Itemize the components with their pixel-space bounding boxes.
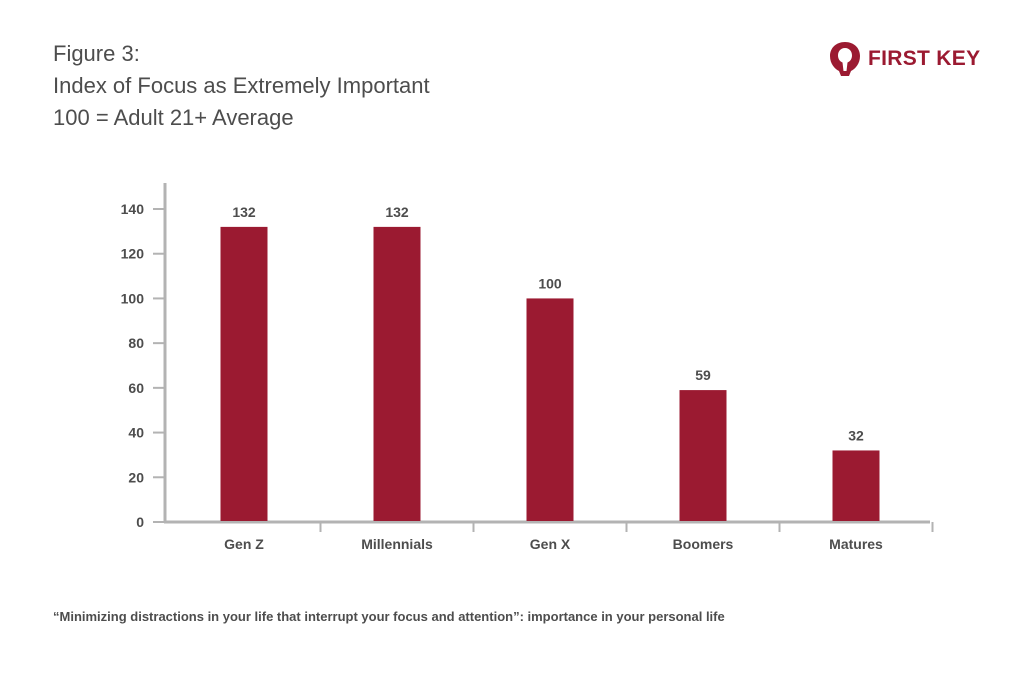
- y-tick-label: 60: [128, 380, 144, 396]
- x-tick-label: Gen X: [530, 536, 571, 552]
- data-label: 132: [385, 204, 409, 220]
- y-tick-label: 100: [121, 290, 145, 306]
- data-label: 132: [232, 204, 256, 220]
- y-tick-label: 80: [128, 335, 144, 351]
- x-tick-label: Boomers: [673, 536, 734, 552]
- y-tick-label: 0: [136, 514, 144, 530]
- x-tick-label: Millennials: [361, 536, 433, 552]
- title-line-1: Figure 3:: [53, 41, 140, 66]
- x-tick-label: Gen Z: [224, 536, 264, 552]
- chart-title: Figure 3: Index of Focus as Extremely Im…: [53, 38, 430, 134]
- bar: [832, 450, 880, 521]
- title-line-3: 100 = Adult 21+ Average: [53, 105, 294, 130]
- y-tick-label: 40: [128, 425, 144, 441]
- bar: [373, 226, 421, 521]
- data-label: 59: [695, 367, 711, 383]
- logo-text: FIRST KEY: [868, 47, 981, 70]
- data-label: 32: [848, 427, 864, 443]
- footnote: “Minimizing distractions in your life th…: [53, 609, 725, 624]
- data-label: 100: [538, 275, 562, 291]
- x-tick-label: Matures: [829, 536, 883, 552]
- y-tick-label: 20: [128, 469, 144, 485]
- y-tick-label: 140: [121, 201, 145, 217]
- bar: [220, 226, 268, 521]
- bar: [526, 298, 574, 521]
- title-line-2: Index of Focus as Extremely Important: [53, 73, 430, 98]
- y-tick-label: 120: [121, 246, 145, 262]
- first-key-logo: FIRST KEY: [828, 40, 980, 78]
- bar: [679, 390, 727, 521]
- keyhole-logo-icon: [830, 42, 860, 76]
